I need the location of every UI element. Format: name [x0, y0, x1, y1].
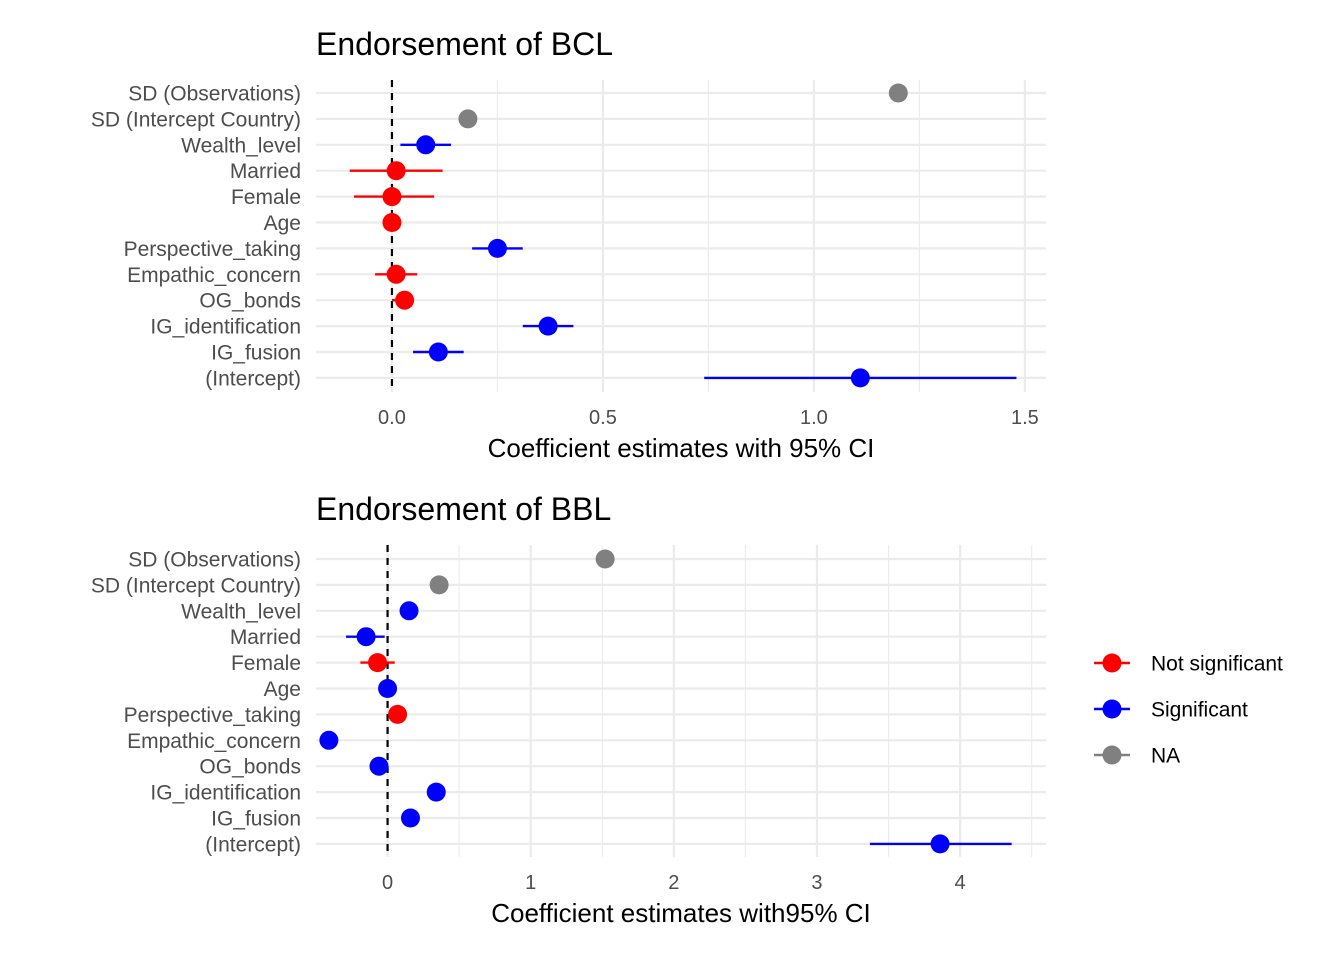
estimate-dot [538, 316, 558, 336]
y-category-label-female: Female [231, 652, 301, 675]
estimate-dot [487, 238, 507, 258]
y-category-label-ig-fusion: IG_fusion [211, 342, 301, 365]
coef-point-age [378, 679, 398, 698]
panel-bcl: 0.0 0.5 1.0 1.5 SD (Observations)SD (Interce… [91, 26, 1046, 463]
estimate-dot [595, 549, 615, 569]
estimate-dot [378, 679, 398, 698]
coef-point-female [353, 187, 435, 207]
y-category-label-ig-identification: IG_identification [150, 782, 301, 805]
coef-point-wealth-level [400, 135, 452, 155]
coef-point-intercept [704, 368, 1017, 388]
coef-point-ig-identification [522, 316, 574, 336]
coef-point-empathic-concern [319, 730, 339, 750]
x-tick-label-bcl: 0.0 [378, 407, 406, 429]
coef-point-perspective-taking [472, 238, 523, 258]
coef-point-empathic-concern [375, 264, 418, 284]
x-tick-label-bcl: 0.5 [589, 407, 617, 429]
coef-point-intercept [869, 834, 1012, 854]
y-category-label-age: Age [264, 212, 301, 235]
panel-bbl: 0 1 2 3 4 SD (Observations)SD (Intercept Coun… [91, 491, 1046, 928]
legend-label: Significant [1151, 699, 1248, 722]
coef-point-female [360, 653, 395, 673]
coef-point-sd-observations [888, 83, 908, 103]
estimate-dot [369, 756, 389, 776]
coef-point-perspective-taking [388, 704, 408, 724]
x-tick-label-bbl: 2 [668, 872, 679, 894]
y-category-label-og-bonds: OG_bonds [199, 756, 301, 779]
estimate-dot [399, 601, 419, 621]
coef-point-sd-intercept-country [458, 109, 478, 129]
legend-label: NA [1151, 745, 1180, 768]
x-tick-label-bcl: 1.0 [800, 407, 828, 429]
coef-point-og-bonds [369, 756, 389, 776]
coef-point-age [382, 213, 402, 232]
coef-point-sd-intercept-country [429, 575, 449, 595]
x-tick-label-bbl: 0 [382, 872, 393, 894]
y-category-label-empathic-concern: Empathic_concern [127, 264, 301, 287]
y-category-label-perspective-taking: Perspective_taking [124, 238, 301, 261]
estimate-dot [395, 290, 415, 310]
coef-point-sd-observations [595, 549, 615, 569]
y-category-label-sd-observations: SD (Observations) [128, 549, 301, 572]
estimate-dot [426, 782, 446, 802]
coef-point-ig-identification [426, 782, 446, 802]
estimate-dot [319, 730, 339, 750]
y-category-label-intercept: (Intercept) [205, 367, 301, 390]
x-axis-title-bbl: Coefficient estimates with95% CI [491, 898, 871, 928]
panel-title-bcl: Endorsement of BCL [316, 26, 613, 62]
estimate-dot [388, 704, 408, 724]
y-category-label-perspective-taking: Perspective_taking [124, 704, 301, 727]
coef-point-wealth-level [399, 601, 419, 621]
y-category-label-ig-fusion: IG_fusion [211, 808, 301, 831]
coef-point-married [346, 627, 385, 647]
estimate-dot [888, 83, 908, 103]
legend-key-dot [1102, 653, 1122, 673]
legend-item-na: NA [1094, 745, 1180, 768]
estimate-dot [930, 834, 950, 854]
legend-item-not_significant: Not significant [1094, 653, 1283, 676]
y-category-label-sd-intercept-country: SD (Intercept Country) [91, 108, 301, 131]
y-category-label-sd-observations: SD (Observations) [128, 83, 301, 106]
y-category-label-wealth-level: Wealth_level [181, 134, 301, 157]
estimate-dot [400, 808, 420, 828]
y-category-label-intercept: (Intercept) [205, 833, 301, 856]
coef-point-ig-fusion [400, 808, 420, 828]
estimate-dot [368, 653, 388, 673]
y-category-label-wealth-level: Wealth_level [181, 600, 301, 623]
x-tick-label-bbl: 3 [811, 872, 822, 894]
coef-point-og-bonds [391, 290, 415, 310]
x-tick-label-bbl: 4 [955, 872, 966, 894]
y-category-label-ig-identification: IG_identification [150, 316, 301, 339]
legend: Not significant Significant NA [1094, 653, 1283, 768]
y-category-label-married: Married [230, 160, 301, 183]
estimate-dot [386, 264, 406, 284]
y-category-label-sd-intercept-country: SD (Intercept Country) [91, 574, 301, 597]
estimate-dot [382, 213, 402, 232]
estimate-dot [850, 368, 870, 388]
estimate-dot [386, 161, 406, 181]
estimate-dot [382, 187, 402, 207]
y-category-label-og-bonds: OG_bonds [199, 290, 301, 313]
legend-key-dot [1102, 745, 1122, 765]
estimate-dot [429, 575, 449, 595]
y-category-label-empathic-concern: Empathic_concern [127, 730, 301, 753]
coef-point-ig-fusion [413, 342, 464, 362]
legend-label: Not significant [1151, 653, 1283, 676]
y-category-label-age: Age [264, 678, 301, 701]
estimate-dot [356, 627, 376, 647]
x-tick-label-bcl: 1.5 [1011, 407, 1039, 429]
y-category-label-female: Female [231, 186, 301, 209]
legend-key-dot [1102, 699, 1122, 719]
legend-item-significant: Significant [1094, 699, 1248, 722]
y-category-label-married: Married [230, 626, 301, 649]
panel-title-bbl: Endorsement of BBL [316, 491, 611, 527]
estimate-dot [416, 135, 436, 155]
x-tick-label-bbl: 1 [525, 872, 536, 894]
estimate-dot [458, 109, 478, 129]
x-axis-title-bcl: Coefficient estimates with 95% CI [488, 433, 875, 463]
estimate-dot [428, 342, 448, 362]
coef-point-married [349, 161, 443, 181]
